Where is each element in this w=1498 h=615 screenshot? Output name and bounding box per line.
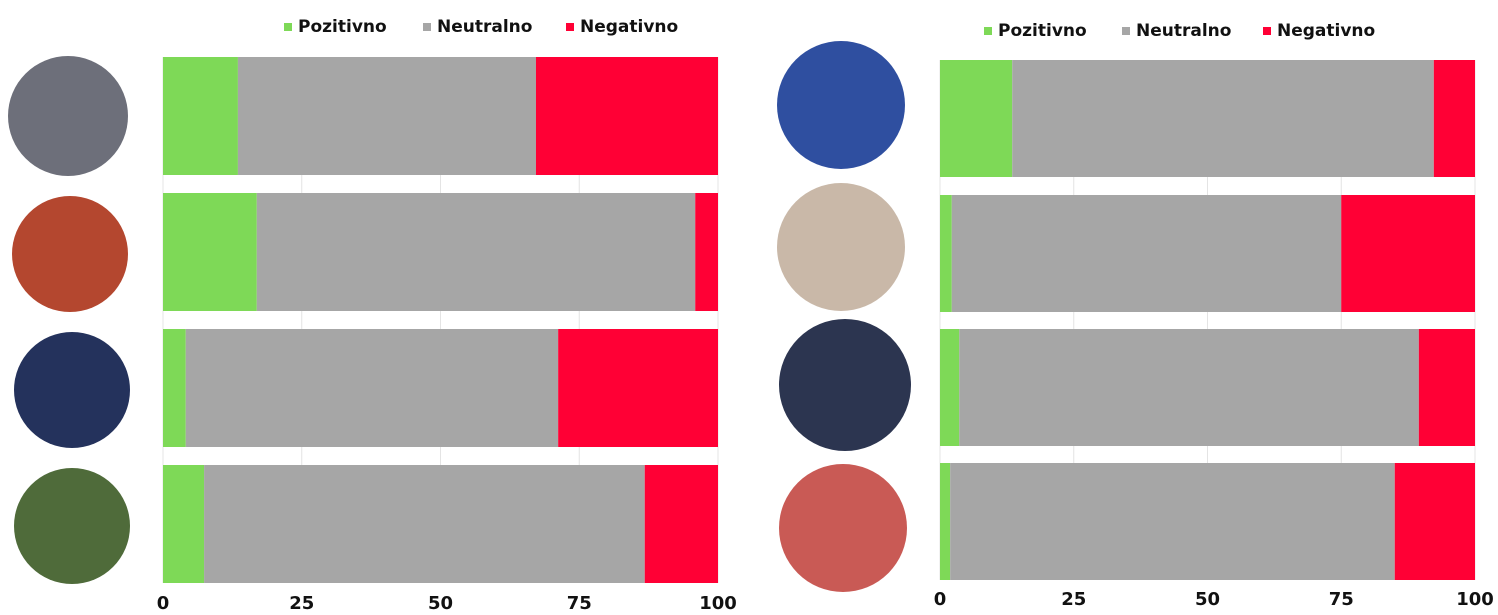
legend-swatch — [284, 23, 292, 31]
bar-segment — [558, 329, 718, 447]
bar-segment — [940, 195, 952, 312]
x-tick-label: 25 — [1061, 589, 1086, 610]
legend-swatch — [984, 27, 992, 35]
x-tick-label: 75 — [1329, 589, 1354, 610]
legend-label: Neutralno — [437, 17, 532, 37]
legend-label: Negativno — [1277, 21, 1375, 41]
bar-segment — [940, 329, 960, 446]
legend-swatch — [423, 23, 431, 31]
portrait — [777, 183, 905, 311]
legend-label: Neutralno — [1136, 21, 1231, 41]
portraits — [8, 41, 911, 592]
bar-segment — [1418, 329, 1475, 446]
x-tick-label: 0 — [934, 589, 947, 610]
portrait — [779, 464, 907, 592]
legend-label: Negativno — [580, 17, 678, 37]
bar-segment — [256, 193, 696, 311]
x-tick-label: 50 — [1195, 589, 1220, 610]
bar-segment — [940, 463, 951, 580]
legend-swatch — [566, 23, 574, 31]
x-tick-label: 100 — [699, 593, 737, 614]
bar-segment — [959, 329, 1419, 446]
legend-label: Pozitivno — [298, 17, 387, 37]
bar-segment — [951, 195, 1342, 312]
bar-segment — [163, 465, 205, 583]
x-tick-label: 25 — [289, 593, 314, 614]
x-tick-label: 50 — [428, 593, 453, 614]
portrait — [12, 196, 128, 312]
bar-segment — [1012, 60, 1434, 177]
bar-segment — [163, 193, 257, 311]
bar-segment — [1433, 60, 1475, 177]
legend-swatch — [1122, 27, 1130, 35]
portrait — [14, 468, 130, 584]
bar-segment — [535, 57, 718, 175]
x-tick-label: 75 — [567, 593, 592, 614]
bar-segment — [644, 465, 718, 583]
bar-segment — [185, 329, 559, 447]
bar-segment — [695, 193, 718, 311]
x-tick-label: 0 — [157, 593, 170, 614]
legend-swatch — [1263, 27, 1271, 35]
portrait — [777, 41, 905, 169]
bar-segment — [237, 57, 536, 175]
bar-segment — [204, 465, 645, 583]
bar-segment — [940, 60, 1013, 177]
bar-segment — [163, 329, 186, 447]
bar-segment — [950, 463, 1395, 580]
portrait — [8, 56, 128, 176]
portrait — [779, 319, 911, 451]
legend-label: Pozitivno — [998, 21, 1087, 41]
portrait — [14, 332, 130, 448]
x-tick-label: 100 — [1456, 589, 1494, 610]
bar-segment — [1341, 195, 1475, 312]
bar-segment — [163, 57, 238, 175]
bar-segment — [1394, 463, 1475, 580]
